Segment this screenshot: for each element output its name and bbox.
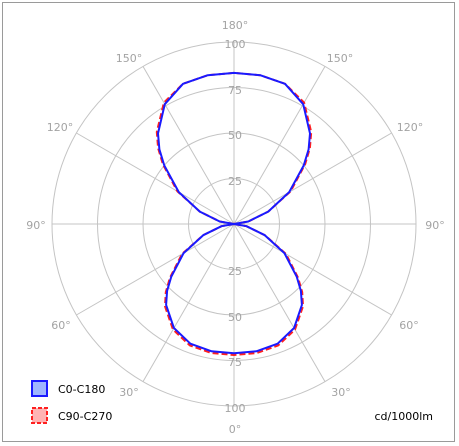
angle-label-90-right: 90° (425, 219, 445, 232)
grid-spoke-210 (142, 66, 235, 225)
chart-frame: 180° 0° 150° 150° 120° 120° 90° 90° 60° … (2, 2, 455, 442)
legend-label-c0-c180: C0-C180 (58, 383, 105, 396)
grid-spoke-150 (233, 66, 326, 225)
radial-tick-75-top: 75 (228, 84, 242, 97)
series-c0-c180-upper-lobe (157, 71, 311, 225)
radial-tick-100-top: 100 (225, 38, 246, 51)
grid-spoke-60 (233, 223, 392, 316)
grid-spoke-330 (142, 223, 235, 382)
angle-label-180: 180° (222, 19, 249, 32)
angle-label-90-left: 90° (26, 219, 46, 232)
legend-label-c90-c270: C90-C270 (58, 410, 112, 423)
radial-tick-25-top: 25 (228, 175, 242, 188)
polar-grid (51, 41, 417, 407)
angle-label-120-left: 120° (47, 121, 74, 134)
radial-tick-100-bottom: 100 (225, 402, 246, 415)
grid-spoke-240 (76, 132, 235, 225)
series-c90-c270-lower-lobe (164, 223, 304, 356)
legend: C0-C180 C90-C270 (31, 380, 112, 424)
radial-tick-50-bottom: 50 (228, 311, 242, 324)
unit-label: cd/1000lm (374, 410, 433, 423)
series-layer (155, 71, 313, 356)
angle-label-30-left: 30° (119, 386, 139, 399)
legend-swatch-c0-c180 (31, 380, 48, 397)
angle-label-150-left: 150° (116, 52, 143, 65)
angle-label-150-right: 150° (327, 52, 354, 65)
grid-spoke-30 (233, 223, 326, 382)
radial-tick-75-bottom: 75 (228, 356, 242, 369)
radial-tick-25-bottom: 25 (228, 265, 242, 278)
polar-chart: 180° 0° 150° 150° 120° 120° 90° 90° 60° … (26, 19, 445, 436)
grid-spoke-300 (76, 223, 235, 316)
angle-label-60-right: 60° (399, 319, 419, 332)
grid-spoke-120 (233, 132, 392, 225)
angle-label-30-right: 30° (331, 386, 351, 399)
angle-label-120-right: 120° (397, 121, 424, 134)
axis-labels: 180° 0° 150° 150° 120° 120° 90° 90° 60° … (26, 19, 445, 436)
series-c0-c180-lower-lobe (165, 223, 303, 355)
legend-swatch-c90-c270 (31, 407, 48, 424)
radial-tick-50-top: 50 (228, 129, 242, 142)
angle-label-0: 0° (229, 423, 242, 436)
angle-label-60-left: 60° (51, 319, 71, 332)
